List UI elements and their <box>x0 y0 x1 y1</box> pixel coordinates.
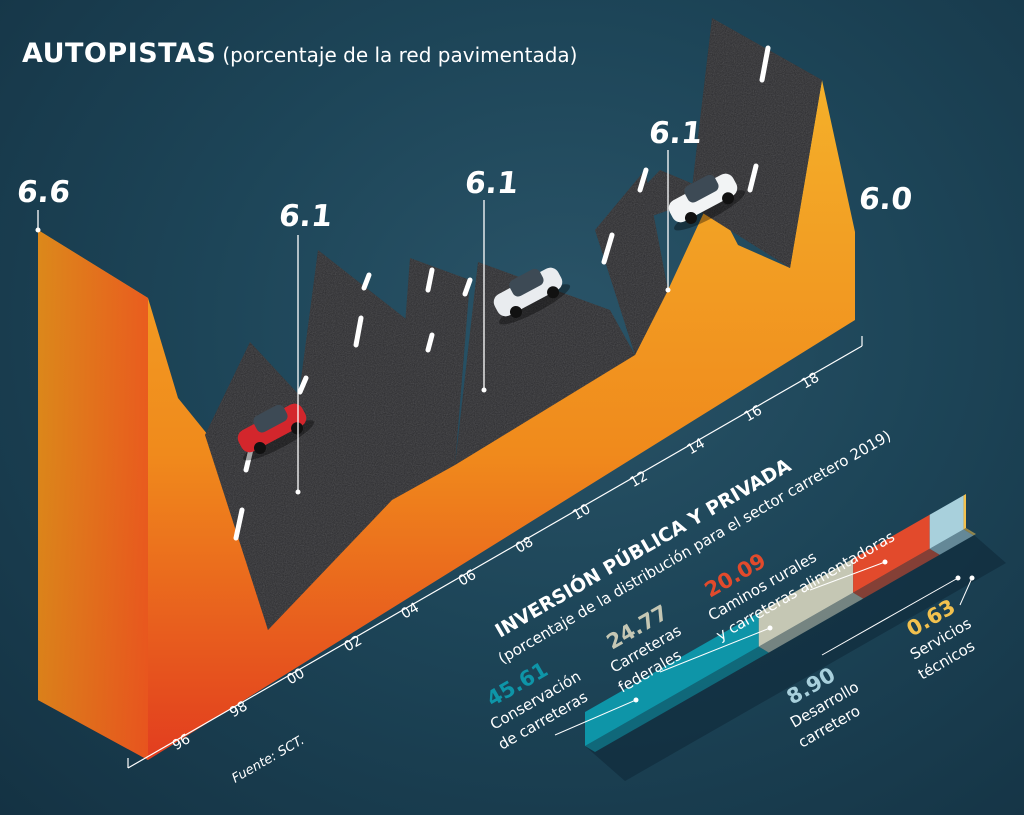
callout-dot <box>665 287 671 293</box>
segment-leader-line <box>809 561 886 591</box>
white-suv <box>493 267 571 325</box>
road-texture <box>392 258 470 500</box>
road-stripe <box>637 167 649 193</box>
segment-leader-line <box>554 699 637 736</box>
road-stripe <box>361 272 372 291</box>
value-label: 6.1 <box>463 166 520 201</box>
car-wheel <box>253 441 266 454</box>
car-wheel <box>291 422 304 435</box>
x-axis-line <box>127 345 863 769</box>
road-stripe <box>747 163 759 193</box>
source-note: Fuente: SCT. <box>230 733 308 786</box>
x-tick-label: 04 <box>399 600 423 623</box>
value-label: 6.0 <box>857 182 914 217</box>
red-car <box>237 403 315 461</box>
bar-segment-side <box>929 529 974 555</box>
road-texture <box>690 18 822 268</box>
callout-dot <box>481 387 487 393</box>
x-tick-label: 16 <box>742 402 766 425</box>
chart-title: AUTOPISTAS <box>22 38 217 69</box>
value-label: 6.6 <box>15 175 72 210</box>
area-left-side <box>38 230 148 760</box>
car-window <box>253 404 288 433</box>
value-label: 6.1 <box>277 199 334 234</box>
bar-segment-side <box>585 646 769 752</box>
car-window <box>509 268 544 297</box>
bar-segment <box>929 495 964 549</box>
callout-dot <box>35 227 41 233</box>
road-stripe <box>353 315 364 348</box>
chart-title-row: AUTOPISTAS (porcentaje de la red paviment… <box>22 38 577 69</box>
car-window <box>684 174 719 203</box>
segment-leader-line <box>821 577 959 656</box>
road-stripe <box>462 277 473 297</box>
segment-leader-line <box>959 577 973 606</box>
x-tick-label: 00 <box>284 665 307 688</box>
segment-dot <box>969 575 975 581</box>
road-stripe <box>601 232 615 265</box>
x-tick-label: 12 <box>627 468 650 491</box>
car-wheel <box>684 211 697 224</box>
segment-dot <box>955 575 961 581</box>
callout-dot <box>295 489 301 495</box>
car-wheel <box>509 305 522 318</box>
bar-segment <box>963 494 966 530</box>
segment-dot <box>767 625 773 631</box>
bar-segment-side <box>758 592 864 653</box>
bar-segment-side <box>963 528 976 536</box>
road-stripe <box>425 267 435 293</box>
road-texture <box>268 250 420 630</box>
x-tick-label: 18 <box>799 370 822 393</box>
bar-segment <box>853 514 930 593</box>
x-tick-label: 06 <box>456 567 480 590</box>
white-car <box>668 173 746 231</box>
road-stripe <box>297 375 309 395</box>
car-wheel <box>547 286 560 299</box>
bar-shadow <box>585 528 1006 781</box>
chart-subtitle: (porcentaje de la red pavimentada) <box>222 43 578 67</box>
x-tick-label: 02 <box>341 633 364 656</box>
segment-dot <box>882 559 888 565</box>
x-tick-label: 14 <box>684 435 708 458</box>
investment-bar <box>585 494 1006 781</box>
x-axis: 96 98 00 02 04 06 08 10 12 14 16 18 <box>127 336 863 769</box>
bar-segment-side <box>853 548 940 599</box>
bar-segment <box>585 612 759 746</box>
segment-dot <box>633 697 639 703</box>
value-label: 6.1 <box>647 116 704 151</box>
car-wheel <box>722 192 735 205</box>
x-tick-label: 08 <box>513 534 536 557</box>
road-stripe <box>233 507 245 541</box>
road-stripe <box>425 332 435 353</box>
x-tick-label: 10 <box>570 501 593 524</box>
road-stripe <box>759 45 771 83</box>
x-tick-label: 96 <box>170 731 194 754</box>
bar-segment <box>758 558 854 647</box>
segment-leader-line <box>659 627 771 673</box>
x-tick-label: 98 <box>227 698 250 721</box>
